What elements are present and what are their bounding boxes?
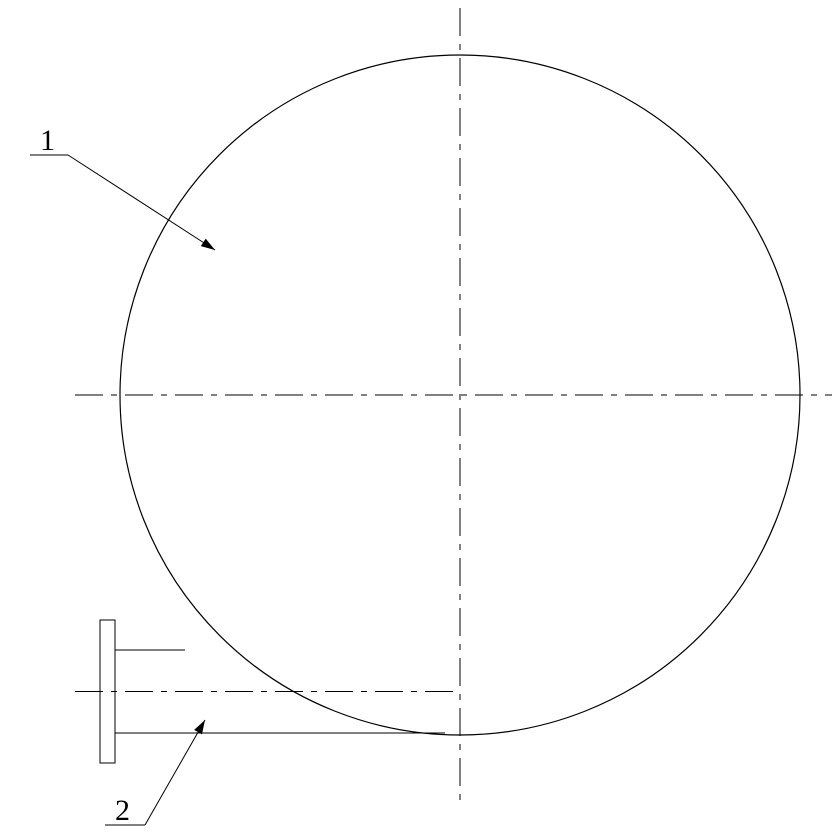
- callout-1-arrow-icon: [201, 239, 215, 250]
- callout-2-arrow-icon: [194, 720, 205, 734]
- callout-2-label: 2: [115, 794, 130, 827]
- callout-1: 1: [30, 124, 215, 250]
- callout-1-label: 1: [40, 124, 55, 157]
- callout-2: 2: [105, 720, 205, 827]
- callout-1-leader: [68, 155, 215, 250]
- nozzle: [75, 620, 460, 763]
- callout-2-leader: [145, 720, 205, 825]
